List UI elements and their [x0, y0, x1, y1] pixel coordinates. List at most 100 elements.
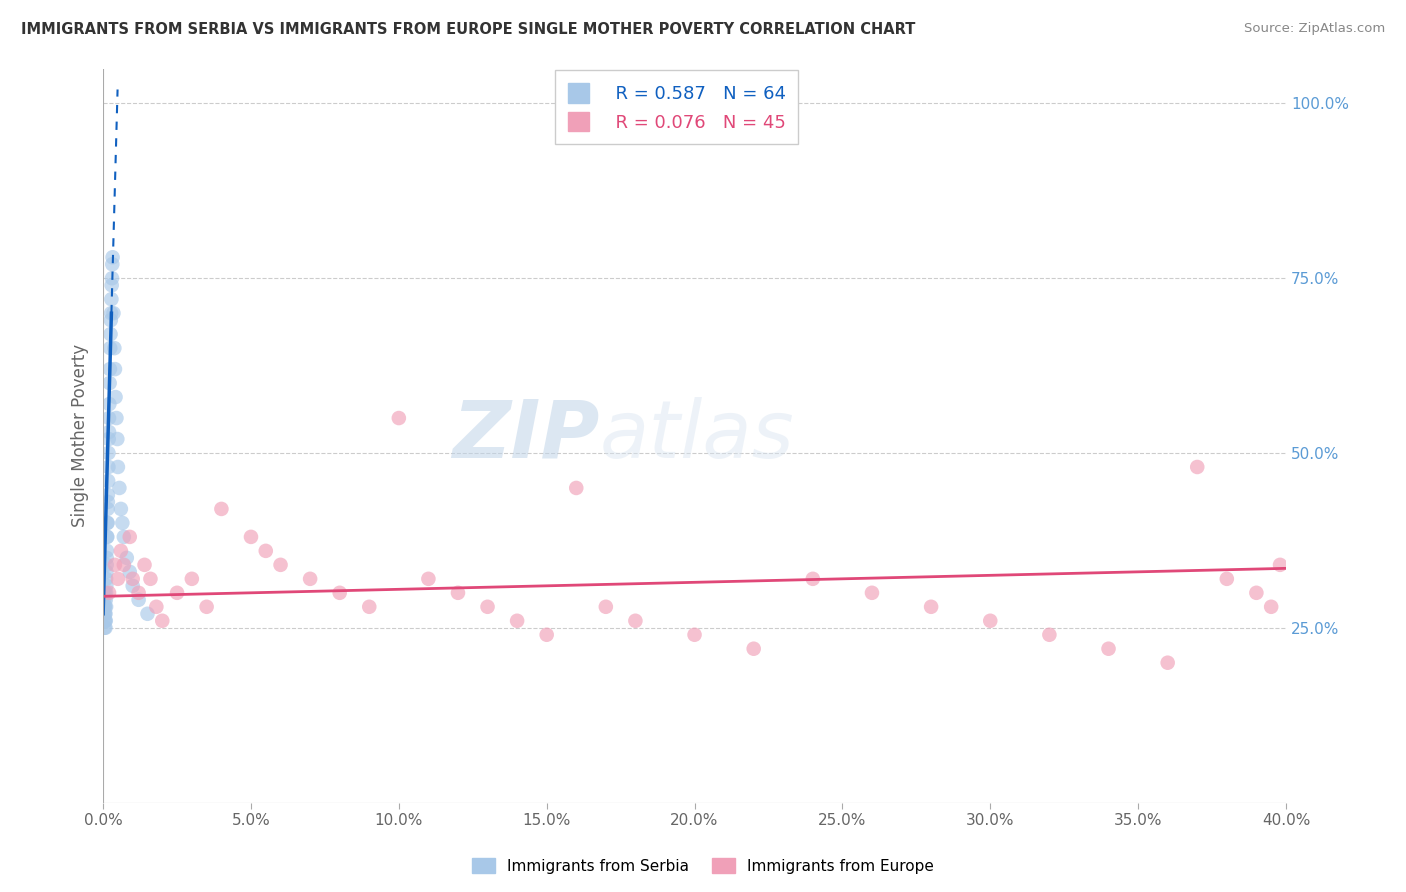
Point — [145, 599, 167, 614]
Point — [94, 621, 117, 635]
Point — [860, 586, 883, 600]
Point — [97, 474, 120, 488]
Point — [111, 516, 134, 530]
Point — [97, 502, 120, 516]
Point — [107, 572, 129, 586]
Point — [240, 530, 263, 544]
Point — [96, 579, 118, 593]
Point — [96, 544, 118, 558]
Point — [1187, 460, 1209, 475]
Point — [105, 432, 128, 446]
Point — [96, 558, 118, 572]
Text: ZIP: ZIP — [453, 397, 600, 475]
Point — [979, 614, 1001, 628]
Point — [447, 586, 470, 600]
Point — [1260, 599, 1282, 614]
Point — [93, 607, 115, 621]
Point — [565, 481, 588, 495]
Point — [94, 599, 117, 614]
Point — [97, 432, 120, 446]
Point — [100, 327, 122, 342]
Point — [96, 530, 118, 544]
Point — [1156, 656, 1178, 670]
Point — [595, 599, 617, 614]
Point — [104, 390, 127, 404]
Point — [93, 592, 115, 607]
Point — [94, 586, 117, 600]
Point — [98, 397, 121, 411]
Point — [108, 481, 131, 495]
Point — [94, 614, 117, 628]
Point — [97, 495, 120, 509]
Point — [98, 341, 121, 355]
Point — [1216, 572, 1239, 586]
Point — [93, 614, 115, 628]
Point — [254, 544, 277, 558]
Point — [1268, 558, 1291, 572]
Point — [1097, 641, 1119, 656]
Text: atlas: atlas — [600, 397, 794, 475]
Point — [98, 425, 121, 439]
Point — [93, 599, 115, 614]
Point — [1246, 586, 1268, 600]
Legend: Immigrants from Serbia, Immigrants from Europe: Immigrants from Serbia, Immigrants from … — [465, 852, 941, 880]
Point — [97, 446, 120, 460]
Y-axis label: Single Mother Poverty: Single Mother Poverty — [72, 344, 89, 527]
Point — [136, 607, 159, 621]
Point — [96, 565, 118, 579]
Point — [1038, 628, 1060, 642]
Point — [506, 614, 529, 628]
Point — [100, 313, 122, 327]
Point — [98, 362, 121, 376]
Point — [195, 599, 218, 614]
Point — [104, 362, 127, 376]
Point — [93, 586, 115, 600]
Point — [920, 599, 942, 614]
Point — [110, 502, 132, 516]
Legend:   R = 0.587   N = 64,   R = 0.076   N = 45: R = 0.587 N = 64, R = 0.076 N = 45 — [555, 70, 799, 145]
Point — [98, 376, 121, 390]
Point — [98, 586, 121, 600]
Point — [104, 558, 127, 572]
Point — [299, 572, 322, 586]
Point — [270, 558, 292, 572]
Point — [96, 550, 118, 565]
Point — [112, 530, 135, 544]
Point — [118, 565, 141, 579]
Point — [103, 306, 125, 320]
Point — [329, 586, 352, 600]
Point — [388, 411, 411, 425]
Point — [150, 614, 173, 628]
Point — [103, 341, 125, 355]
Point — [359, 599, 381, 614]
Point — [742, 641, 765, 656]
Point — [100, 278, 122, 293]
Point — [107, 460, 129, 475]
Point — [94, 607, 117, 621]
Point — [94, 607, 117, 621]
Point — [121, 572, 143, 586]
Point — [94, 599, 117, 614]
Point — [94, 586, 117, 600]
Point — [97, 488, 120, 502]
Point — [93, 621, 115, 635]
Point — [101, 257, 124, 271]
Point — [105, 411, 128, 425]
Point — [96, 516, 118, 530]
Point — [536, 628, 558, 642]
Point — [180, 572, 202, 586]
Point — [209, 502, 232, 516]
Point — [98, 411, 121, 425]
Point — [112, 558, 135, 572]
Point — [93, 599, 115, 614]
Point — [110, 544, 132, 558]
Point — [683, 628, 706, 642]
Point — [118, 530, 141, 544]
Point — [100, 306, 122, 320]
Point — [801, 572, 824, 586]
Point — [139, 572, 162, 586]
Point — [624, 614, 647, 628]
Point — [166, 586, 188, 600]
Point — [134, 558, 156, 572]
Point — [100, 292, 122, 306]
